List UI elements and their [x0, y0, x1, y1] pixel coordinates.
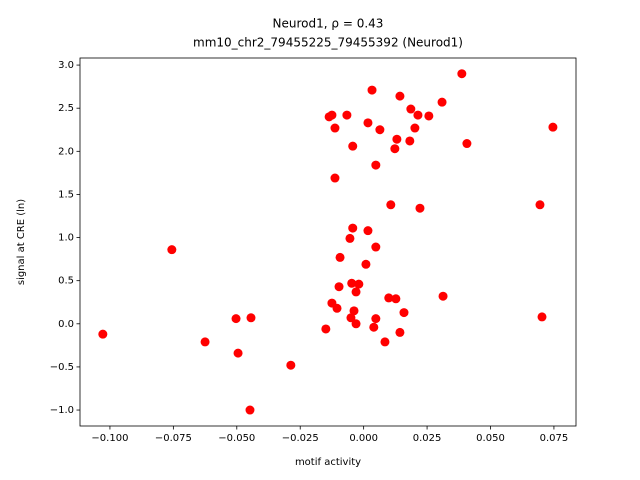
point	[245, 405, 255, 415]
point	[537, 312, 547, 322]
point	[348, 223, 358, 233]
x-tick-label: 0.050	[476, 433, 505, 444]
y-tick-label: 1.0	[58, 233, 74, 244]
point	[332, 303, 342, 313]
point	[438, 291, 448, 301]
y-tick-label: 0.0	[58, 319, 74, 330]
point	[457, 69, 467, 79]
point	[390, 144, 400, 154]
point	[384, 293, 394, 303]
point	[321, 324, 331, 334]
plot-frame	[79, 57, 577, 427]
x-tick-label: −0.075	[155, 433, 192, 444]
point	[346, 313, 356, 323]
point	[345, 233, 355, 243]
point	[351, 287, 361, 297]
y-tick-label: −1.0	[50, 405, 74, 416]
point	[371, 314, 381, 324]
point	[98, 329, 108, 339]
point	[327, 110, 337, 120]
y-tick-label: 0.5	[58, 276, 74, 287]
point	[369, 322, 379, 332]
point	[375, 125, 385, 135]
point	[406, 104, 416, 114]
x-tick-label: 0.025	[413, 433, 442, 444]
x-tick-label: −0.050	[218, 433, 255, 444]
point	[351, 319, 361, 329]
point	[335, 252, 345, 262]
point	[410, 123, 420, 133]
point	[233, 348, 243, 358]
point	[392, 134, 402, 144]
x-axis-label: motif activity	[295, 457, 361, 468]
point	[462, 139, 472, 149]
point	[334, 282, 344, 292]
point	[548, 122, 558, 132]
point	[535, 200, 545, 210]
point	[286, 360, 296, 370]
point	[349, 306, 359, 316]
y-tick-label: 2.5	[58, 103, 74, 114]
point	[399, 308, 409, 318]
y-axis-label: signal at CRE (ln)	[16, 199, 27, 285]
point	[391, 294, 401, 304]
point	[246, 313, 256, 323]
point	[437, 97, 447, 107]
point	[363, 118, 373, 128]
x-tick-label: 0.000	[349, 433, 378, 444]
point	[200, 337, 210, 347]
chart-subtitle: mm10_chr2_79455225_79455392 (Neurod1)	[193, 36, 463, 50]
point	[231, 314, 241, 324]
point	[415, 203, 425, 213]
point	[371, 160, 381, 170]
point	[330, 123, 340, 133]
point	[405, 136, 415, 146]
point	[395, 327, 405, 337]
point	[424, 111, 434, 121]
point	[330, 173, 340, 183]
y-tick-label: 3.0	[58, 60, 74, 71]
x-tick-label: 0.075	[540, 433, 569, 444]
point	[386, 200, 396, 210]
y-tick-label: 2.0	[58, 146, 74, 157]
point	[380, 337, 390, 347]
point	[167, 245, 177, 255]
chart-title: Neurod1, ρ = 0.43	[273, 17, 384, 31]
point	[348, 141, 358, 151]
point	[361, 259, 371, 269]
x-tick-label: −0.025	[282, 433, 319, 444]
point	[363, 226, 373, 236]
y-tick-label: −0.5	[50, 362, 74, 373]
point	[342, 110, 352, 120]
point	[371, 242, 381, 252]
x-tick-label: −0.100	[91, 433, 128, 444]
point	[347, 278, 357, 288]
y-tick-label: 1.5	[58, 189, 74, 200]
point	[354, 279, 364, 289]
point	[395, 91, 405, 101]
point	[367, 85, 377, 95]
point	[413, 110, 423, 120]
